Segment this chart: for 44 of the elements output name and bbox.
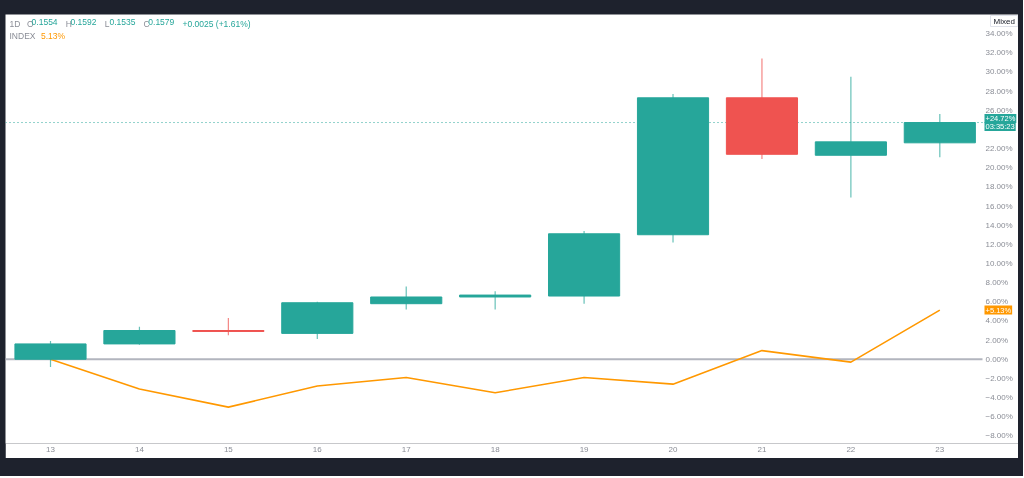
- y-tick-label: 12.00%: [985, 239, 1013, 249]
- y-tick-label: −4.00%: [985, 393, 1013, 403]
- y-tick-label: 0.00%: [985, 354, 1009, 364]
- y-tick-label: 18.00%: [985, 182, 1013, 192]
- x-tick-label: 14: [134, 444, 145, 454]
- x-tick-label: 15: [223, 444, 234, 454]
- y-tick-label: 32.00%: [985, 48, 1013, 58]
- line-series: [49, 309, 941, 408]
- x-tick-label: 13: [46, 444, 56, 454]
- x-tick-label: 22: [846, 444, 856, 454]
- y-tick-label: 8.00%: [985, 278, 1009, 288]
- y-tick-label: −6.00%: [985, 412, 1013, 422]
- y-tick-label: 10.00%: [985, 258, 1013, 268]
- x-tick-label: 18: [490, 444, 501, 454]
- y-tick-label: 28.00%: [985, 86, 1013, 96]
- y-tick-label: −2.00%: [985, 373, 1013, 383]
- y-tick-label: 2.00%: [985, 335, 1009, 345]
- annotation: +0.0025 (+1.61%): [182, 18, 251, 29]
- x-tick-label: 20: [668, 444, 679, 454]
- y-tick-label: 6.00%: [985, 297, 1009, 307]
- y-tick-label: 22.00%: [985, 144, 1013, 154]
- x-tick-label: 16: [312, 444, 323, 454]
- annotation: O0.1554: [26, 16, 58, 29]
- annotation: C0.1579: [143, 16, 175, 29]
- x-tick-label: 23: [935, 444, 945, 454]
- y-tick-label: −8.00%: [985, 431, 1013, 441]
- candlestick: [814, 76, 887, 198]
- annotation: L0.1535: [104, 16, 136, 29]
- candlestick: [459, 290, 532, 311]
- y-tick-label: 20.00%: [985, 163, 1013, 173]
- text: 1D: [9, 18, 21, 29]
- y-tick-label: 14.00%: [985, 220, 1013, 230]
- y-tick-label: 16.00%: [985, 201, 1013, 211]
- y-tick-label: 26.00%: [985, 105, 1013, 115]
- y-tick-label: 4.00%: [985, 316, 1009, 326]
- annotation: H0.1592: [65, 16, 97, 29]
- annotation: INDEX: [9, 30, 36, 41]
- y-tick-label: 34.00%: [985, 29, 1013, 39]
- x-tick-label: 21: [757, 444, 767, 454]
- x-tick-label: 19: [579, 444, 590, 454]
- annotation: 5.13%: [41, 30, 66, 41]
- y-tick-label: 30.00%: [985, 67, 1013, 77]
- x-tick-label: 17: [401, 444, 412, 454]
- annotation: Mixed: [993, 16, 1015, 26]
